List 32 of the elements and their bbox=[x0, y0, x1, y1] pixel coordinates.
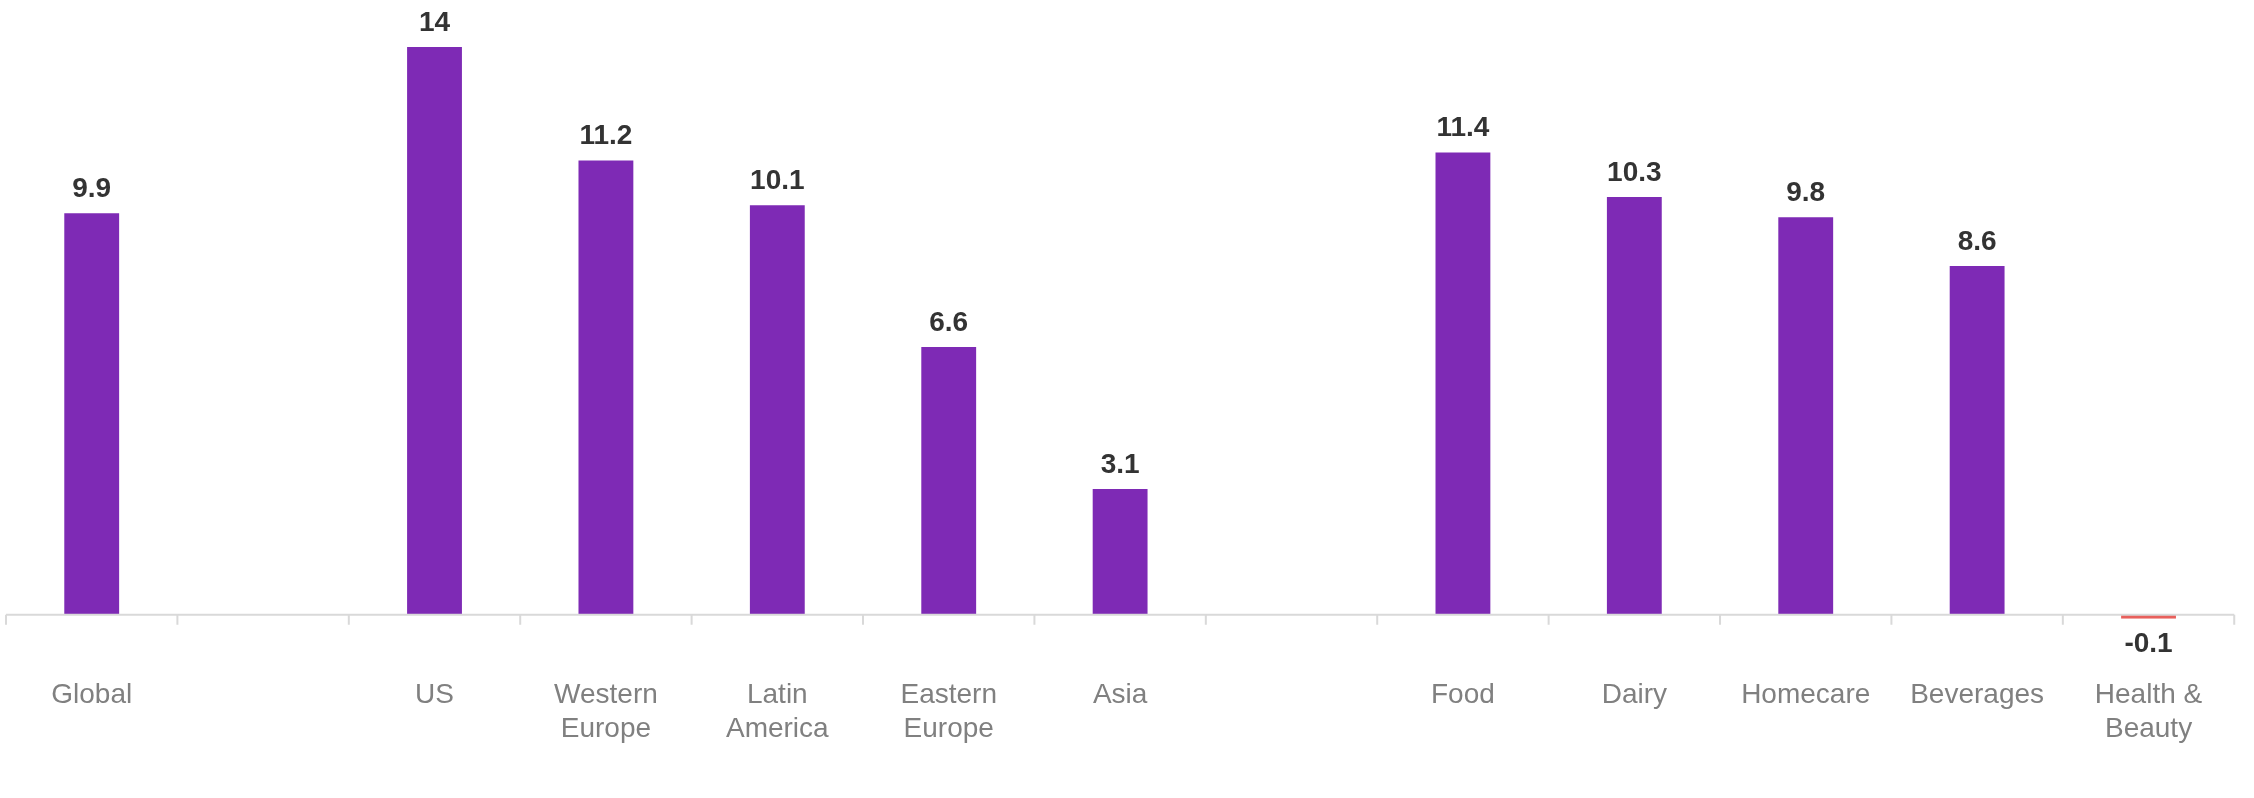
data-label: 11.4 bbox=[1436, 111, 1490, 143]
bar bbox=[64, 213, 120, 615]
data-label: 8.6 bbox=[1957, 224, 1997, 256]
bar bbox=[407, 47, 462, 615]
x-tick-label: Asia bbox=[1092, 678, 1148, 710]
x-tick-label: US bbox=[415, 678, 454, 710]
data-label: 9.9 bbox=[72, 171, 112, 203]
bar bbox=[749, 205, 805, 615]
data-label: 9.8 bbox=[1786, 176, 1826, 208]
data-label: 10.3 bbox=[1607, 155, 1662, 187]
x-tick-label: Western Europe bbox=[554, 678, 658, 743]
bar bbox=[1606, 197, 1662, 615]
bar bbox=[1435, 152, 1491, 615]
x-tick-label: Global bbox=[51, 678, 133, 710]
data-label: 10.1 bbox=[750, 163, 805, 195]
bar bbox=[1778, 217, 1834, 615]
x-tick-label: Health & Beauty bbox=[2094, 678, 2203, 743]
x-tick-label: Dairy bbox=[1601, 678, 1667, 710]
data-label: 11.2 bbox=[579, 119, 633, 151]
x-tick-label: Beverages bbox=[1910, 678, 2045, 710]
bar bbox=[578, 160, 634, 615]
bar bbox=[921, 347, 977, 615]
bar bbox=[1949, 265, 2005, 615]
x-tick-label: Homecare bbox=[1741, 678, 1871, 710]
x-tick-label: Eastern Europe bbox=[900, 678, 997, 743]
data-label: 14 bbox=[418, 5, 451, 37]
x-tick-label: Food bbox=[1431, 678, 1495, 710]
data-label: 6.6 bbox=[929, 305, 969, 337]
data-label: -0.1 bbox=[2124, 627, 2173, 659]
x-tick-label: Latin America bbox=[725, 678, 830, 743]
bar bbox=[1092, 489, 1148, 615]
data-label: 3.1 bbox=[1100, 447, 1140, 479]
